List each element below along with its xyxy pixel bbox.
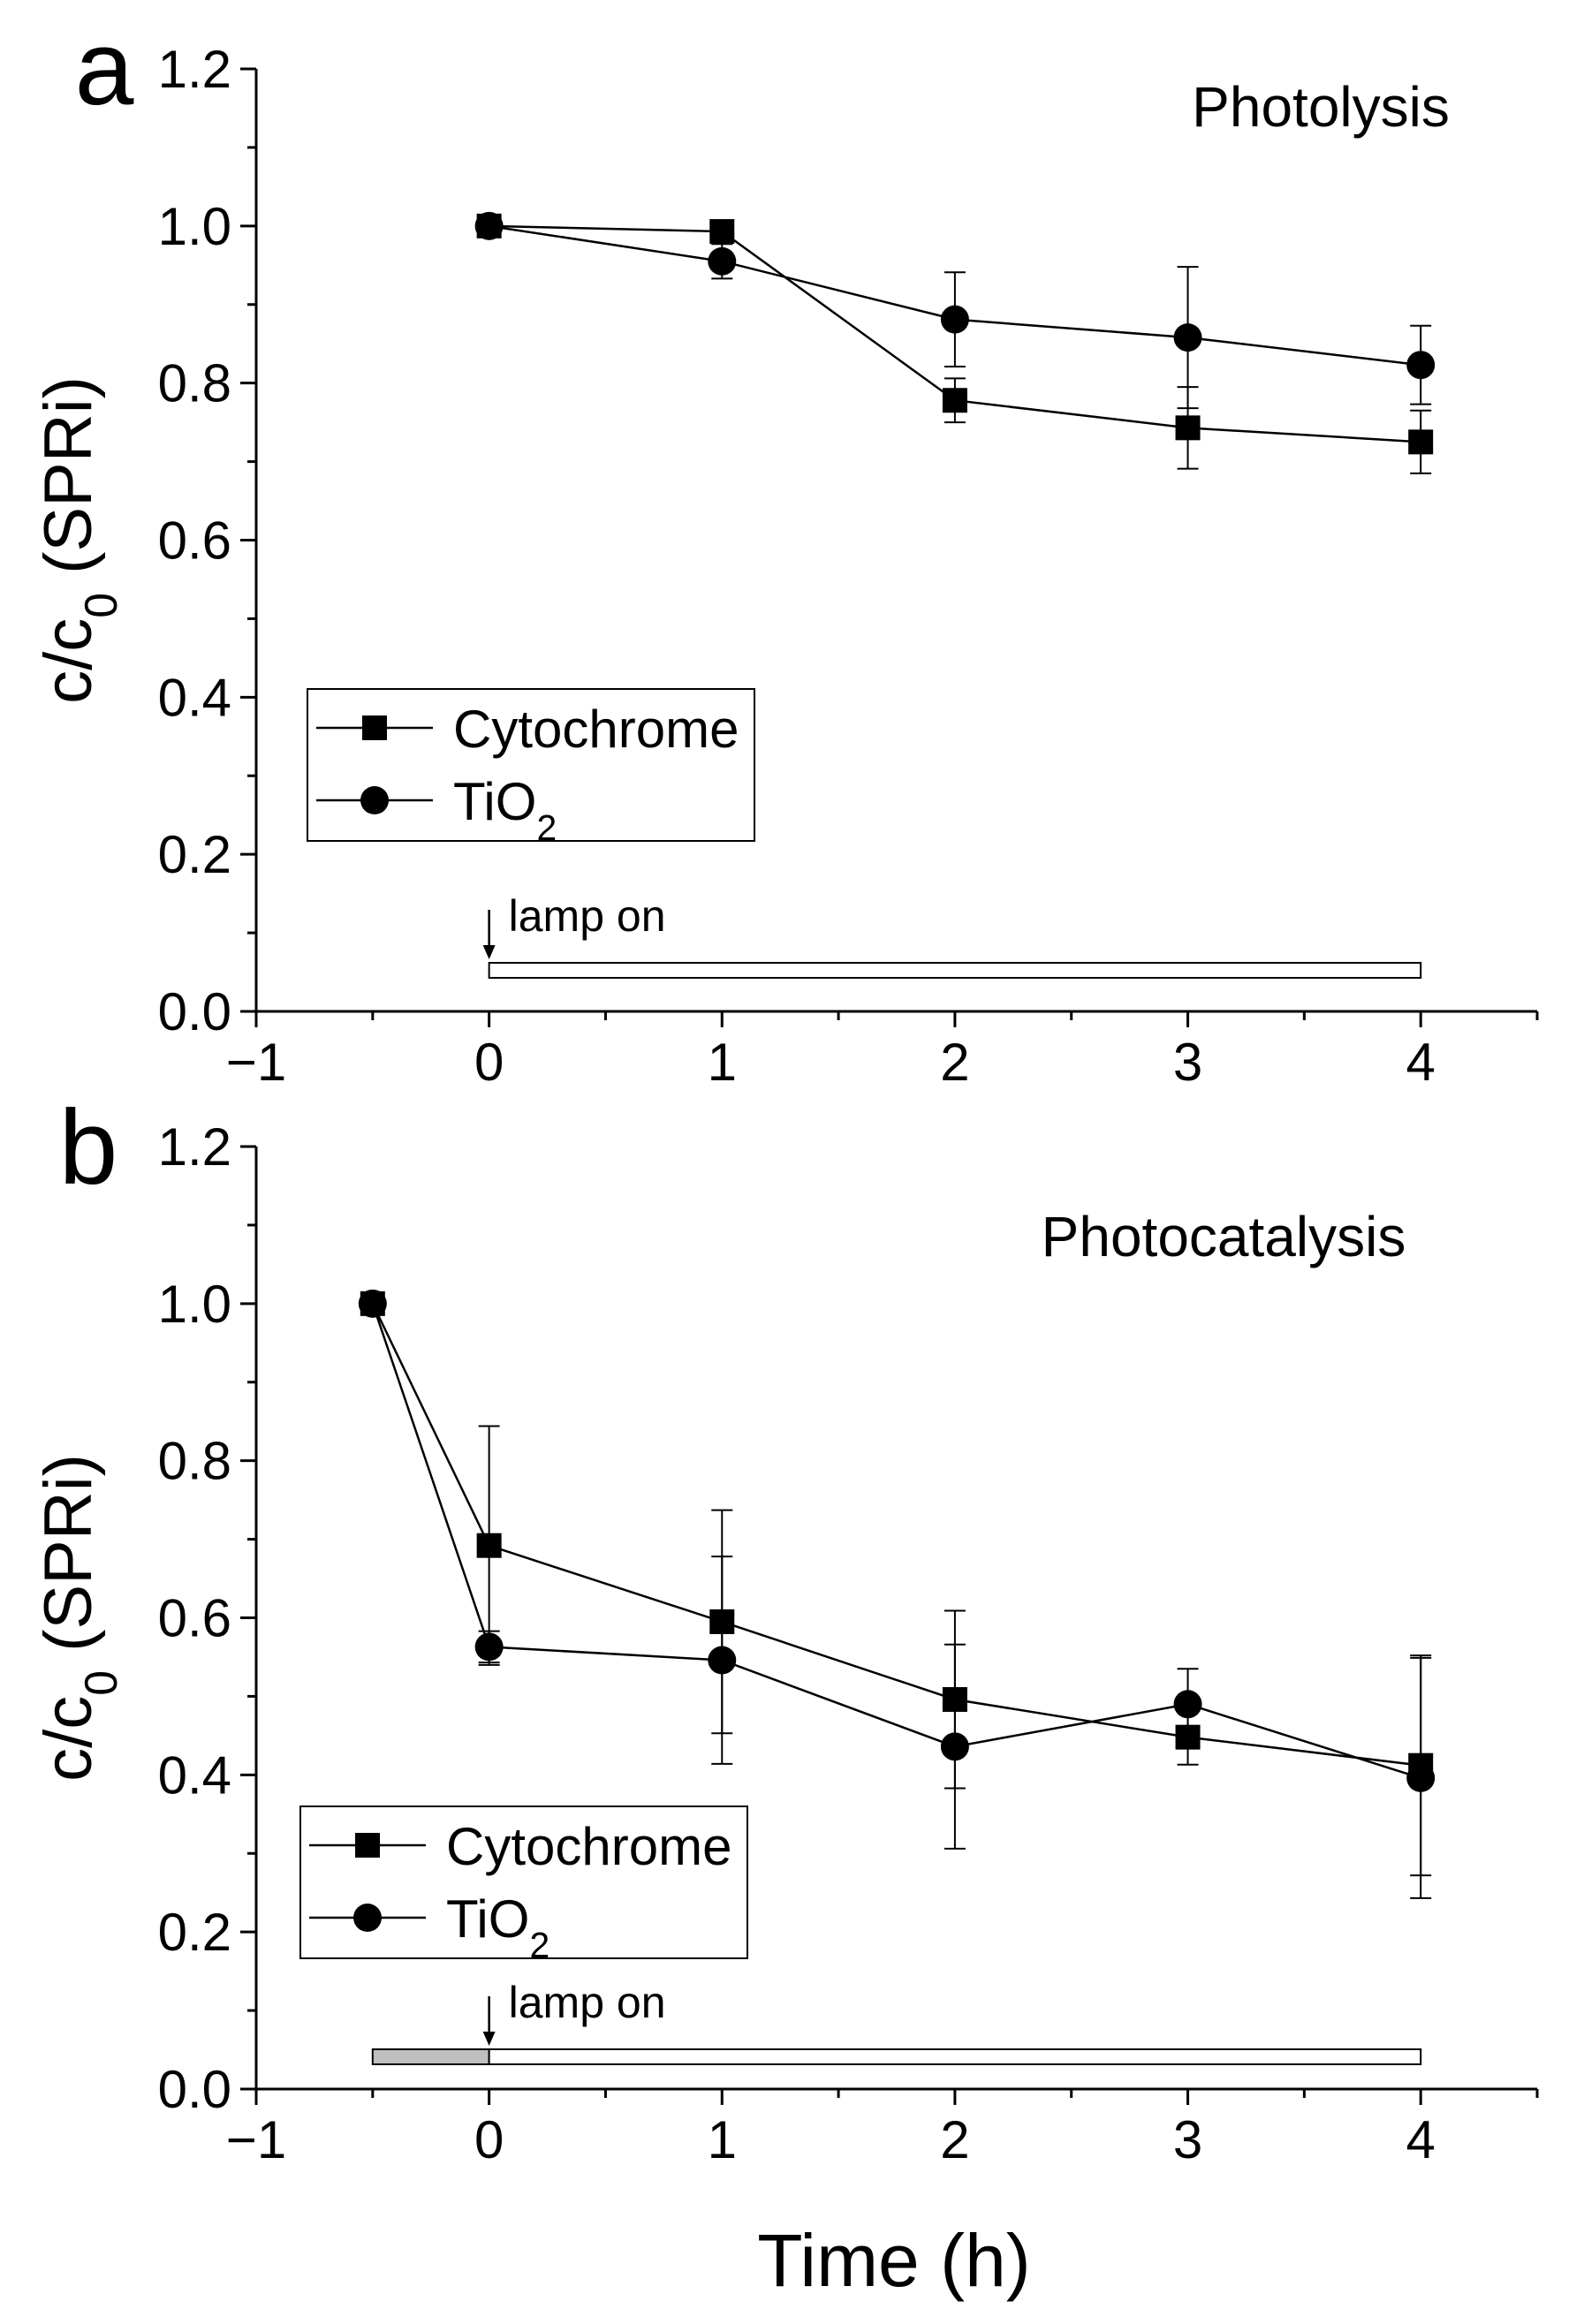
panel-a-series-tio2-point xyxy=(1173,323,1202,352)
panel-a-lamp-arrow-head xyxy=(482,945,496,959)
panel-a-legend-label: TiO2 xyxy=(453,772,557,848)
panel-b-x-tick-label: −1 xyxy=(226,2110,286,2169)
panel-b-series-cytochrome-point xyxy=(476,1533,502,1558)
panel-b-lamp-bar xyxy=(371,2048,490,2065)
panel-b-y-tick-label: 1.2 xyxy=(158,1117,231,1177)
x-axis-title: Time (h) xyxy=(757,2219,1031,2302)
panel-a-legend-marker xyxy=(360,786,389,814)
panel-b-series-tio2-point xyxy=(708,1646,737,1675)
panel-b-legend-label: Cytochrome xyxy=(446,1817,731,1876)
panel-a-series-tio2-point xyxy=(708,246,737,276)
panel-a: −1 0 1 2 3 4 0.0 0.2 0.4 0.6 0.8 1.0 1.2 c/c0 (SPRi) a… xyxy=(31,9,1539,1092)
panel-a-series-cytochrome-point xyxy=(942,388,967,413)
panel-a-x-tick-label: 1 xyxy=(708,1033,737,1092)
panel-b-lamp-bar xyxy=(488,2048,1422,2065)
panel-a-series-tio2-point xyxy=(1406,351,1436,380)
panel-a-y-tick-label: 0.2 xyxy=(158,825,231,884)
panel-a-y-axis-title: c/c0 (SPRi) xyxy=(31,376,126,704)
panel-a-series-tio2-point xyxy=(474,211,504,240)
panel-a-series-cytochrome-point xyxy=(709,219,735,245)
panel-b-legend-marker xyxy=(355,1833,380,1858)
panel-a-series-tio2-point xyxy=(940,305,969,334)
panel-a-x-tick-label: 0 xyxy=(474,1033,504,1092)
panel-b-legend-box xyxy=(299,1805,748,1959)
panel-a-y-tick-label: 0.8 xyxy=(158,354,231,413)
panel-b-title: Photocatalysis xyxy=(1042,1205,1406,1268)
panel-b-y-axis-title: c/c0 (SPRi) xyxy=(31,1454,126,1782)
panel-a-x-tick-label: 4 xyxy=(1406,1033,1435,1092)
panel-b-series-cytochrome-line xyxy=(371,1303,1421,1767)
panel-b-lamp-arrow-head xyxy=(482,2032,496,2046)
panel-b-legend-label: TiO2 xyxy=(446,1889,549,1965)
panel-a-legend-marker xyxy=(362,715,387,740)
panel-b-series-tio2-point xyxy=(1173,1690,1202,1719)
panel-a-y-tick-label: 0.6 xyxy=(158,511,231,571)
panel-b-series-tio2-point xyxy=(358,1289,387,1318)
panel-b-lamp-label: lamp on xyxy=(509,1978,666,2027)
panel-a-legend-label: Cytochrome xyxy=(453,700,739,759)
panel-a-y-tick-label: 0.4 xyxy=(158,668,231,727)
panel-b-letter: b xyxy=(59,1088,118,1207)
panel-b-x-tick-label: 2 xyxy=(940,2110,969,2169)
panel-a-lamp-label: lamp on xyxy=(509,891,666,941)
panel-a-y-tick-label: 0.0 xyxy=(158,982,231,1041)
panel-a-series-cytochrome-point xyxy=(1175,415,1201,441)
panel-a-letter: a xyxy=(75,9,134,127)
panel-a-y-tick-label: 1.0 xyxy=(158,197,231,256)
panel-b-y-tick-label: 0.6 xyxy=(158,1589,231,1648)
panel-b-series-tio2-line xyxy=(371,1303,1421,1780)
panel-b: −1 0 1 2 3 4 0.0 0.2 0.4 0.6 0.8 1.0 1.2 c/c0 (SPRi) b… xyxy=(31,1088,1539,2169)
panel-b-series-tio2-point xyxy=(940,1732,969,1761)
panel-a-x-tick-label: 2 xyxy=(940,1033,969,1092)
panel-a-x-tick-label: 3 xyxy=(1173,1033,1202,1092)
panel-b-x-tick-label: 4 xyxy=(1406,2110,1435,2169)
panel-a-legend-box xyxy=(307,688,755,842)
panel-b-x-tick-label: 3 xyxy=(1173,2110,1202,2169)
panel-b-y-tick-label: 0.0 xyxy=(158,2060,231,2119)
panel-b-series-tio2-point xyxy=(1406,1763,1436,1792)
panel-a-series-cytochrome-point xyxy=(1408,429,1434,455)
panel-b-x-tick-label: 0 xyxy=(474,2110,504,2169)
panel-b-y-tick-label: 1.0 xyxy=(158,1275,231,1334)
panel-b-legend-marker xyxy=(353,1904,382,1932)
panel-a-y-tick-label: 1.2 xyxy=(158,40,231,99)
panel-b-y-tick-label: 0.2 xyxy=(158,1903,231,1962)
panel-b-y-tick-label: 0.4 xyxy=(158,1745,231,1805)
panel-a-x-tick-label: −1 xyxy=(226,1033,286,1092)
panel-a-title: Photolysis xyxy=(1192,75,1450,139)
panel-a-lamp-bar xyxy=(488,962,1422,979)
panel-b-series-tio2-point xyxy=(474,1632,504,1662)
panel-b-y-tick-label: 0.8 xyxy=(158,1432,231,1491)
panel-b-x-tick-label: 1 xyxy=(708,2110,737,2169)
